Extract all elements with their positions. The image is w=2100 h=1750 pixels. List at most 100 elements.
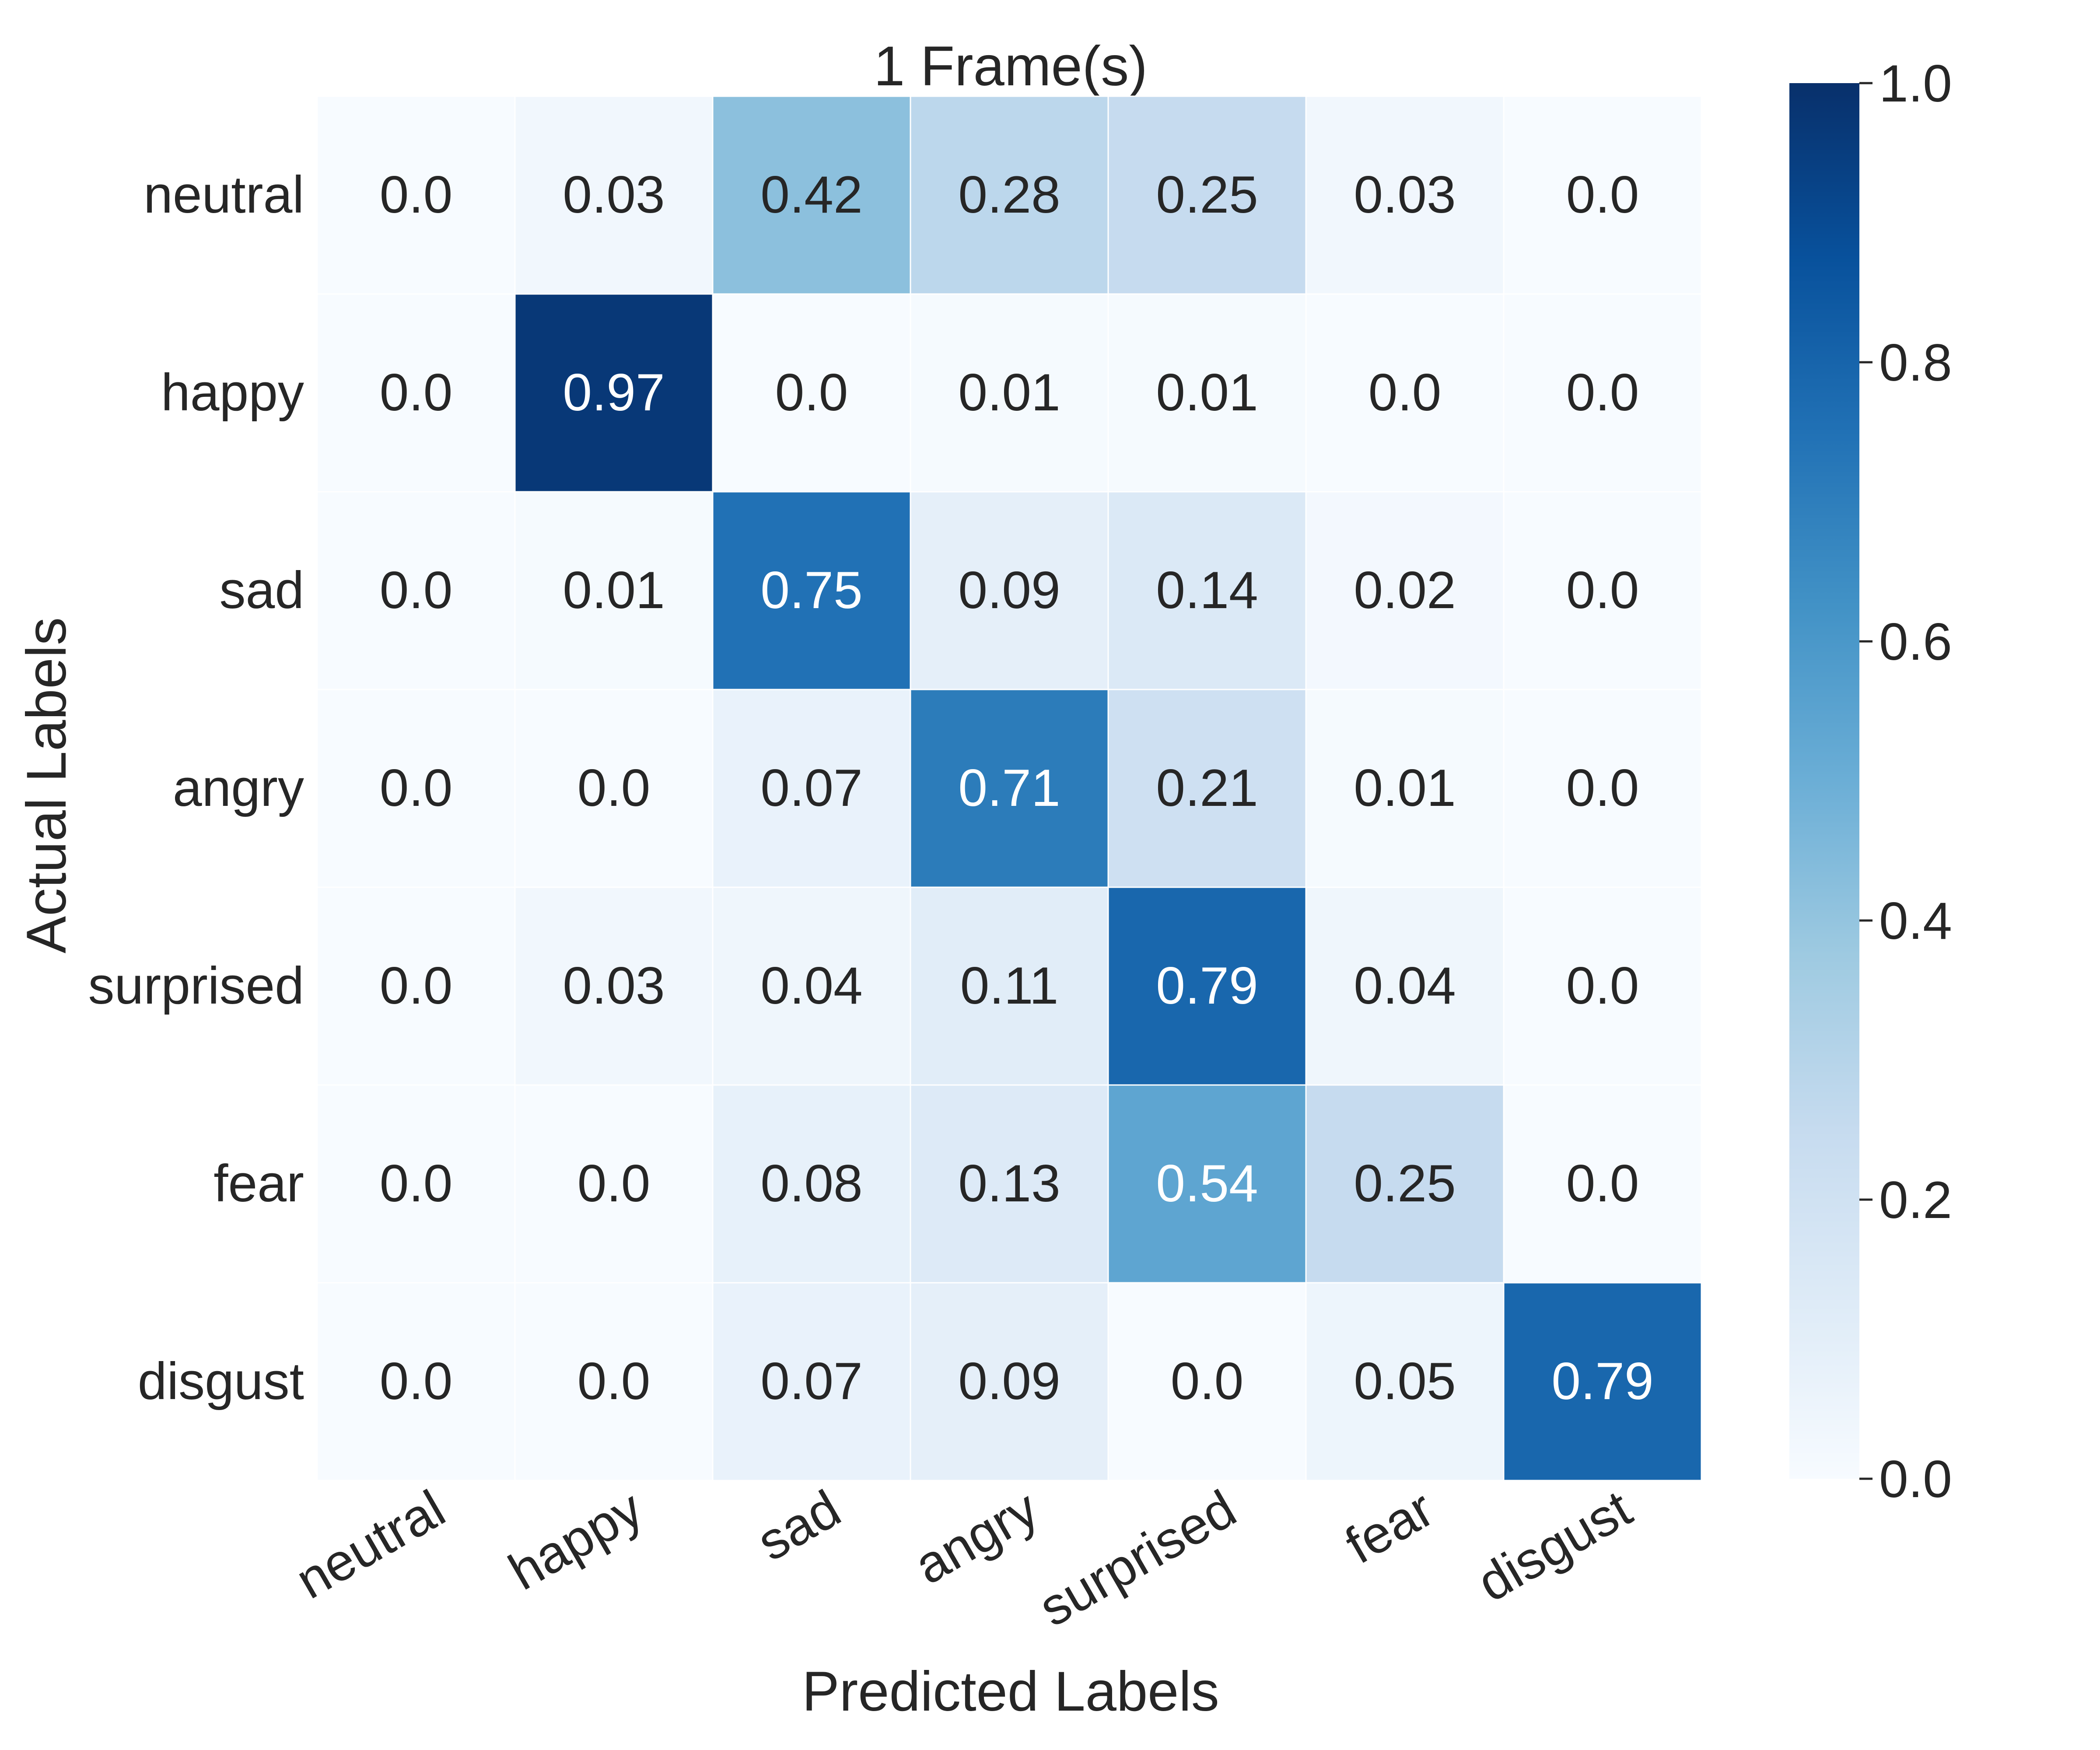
x-tick-label-surprised: surprised: [1029, 1479, 1246, 1638]
heatmap-cell-disgust-angry: [910, 1282, 1109, 1481]
y-tick-label-sad: sad: [220, 561, 304, 620]
heatmap-cell-fear-angry: [910, 1084, 1109, 1284]
heatmap-cell-surprised-fear: [1305, 886, 1505, 1086]
heatmap-cell-fear-neutral: [316, 1084, 516, 1284]
heatmap-cell-surprised-sad: [712, 886, 911, 1086]
cell-value-label: 0.01: [958, 363, 1060, 422]
colorbar-tick-label: 0.2: [1879, 1171, 1952, 1229]
cell-value-label: 0.0: [380, 165, 453, 224]
colorbar-tick-label: 1.0: [1879, 54, 1952, 113]
heatmap-cell-sad-neutral: [316, 491, 516, 690]
y-tick-label-angry: angry: [173, 759, 304, 817]
heatmap-cell-angry-fear: [1305, 689, 1505, 888]
heatmap-cell-happy-sad: [712, 293, 911, 493]
heatmap-cell-angry-happy: [514, 689, 714, 888]
cell-value-label: 0.71: [958, 759, 1060, 817]
heatmap-cell-sad-fear: [1305, 491, 1505, 690]
colorbar: [1789, 83, 1859, 1479]
x-tick-label-angry: angry: [905, 1479, 1048, 1595]
cell-value-label: 0.02: [1354, 561, 1456, 620]
cell-value-label: 0.0: [775, 363, 848, 422]
heatmap-cell-disgust-neutral: [316, 1282, 516, 1481]
cell-value-label: 0.0: [380, 561, 453, 620]
heatmap-cell-disgust-happy: [514, 1282, 714, 1481]
x-tick-label-sad: sad: [747, 1479, 850, 1572]
y-tick-label-surprised: surprised: [88, 956, 304, 1015]
cell-value-label: 0.07: [760, 1352, 863, 1410]
cell-value-label: 0.04: [760, 956, 863, 1015]
heatmap-cell-sad-surprised: [1107, 491, 1307, 690]
cell-value-label: 0.04: [1354, 956, 1456, 1015]
cell-value-label: 0.0: [380, 759, 453, 817]
chart-title: 1 Frame(s): [874, 35, 1148, 98]
cell-value-label: 0.01: [1354, 759, 1456, 817]
cell-value-label: 0.0: [380, 1352, 453, 1410]
cell-value-label: 0.0: [380, 363, 453, 422]
cell-value-label: 0.03: [563, 956, 665, 1015]
cell-value-label: 0.42: [760, 165, 863, 224]
cell-value-label: 0.13: [958, 1154, 1060, 1213]
cell-value-label: 0.54: [1156, 1154, 1258, 1213]
cell-value-label: 0.79: [1156, 956, 1258, 1015]
cell-value-label: 0.25: [1156, 165, 1258, 224]
cell-value-label: 0.0: [1566, 956, 1639, 1015]
cell-value-label: 0.01: [1156, 363, 1258, 422]
cell-value-label: 0.0: [1171, 1352, 1244, 1410]
heatmap-cell-happy-fear: [1305, 293, 1505, 493]
heatmap-cell-sad-sad: [712, 491, 911, 690]
cell-value-label: 0.0: [380, 956, 453, 1015]
heatmap-cell-fear-happy: [514, 1084, 714, 1284]
colorbar-ticks: 0.0 0.2 0.4 0.6 0.8 1.0: [1859, 54, 1952, 1508]
x-tick-label-happy: happy: [499, 1479, 652, 1601]
cell-value-label: 0.75: [760, 561, 863, 620]
heatmap-cell-fear-disgust: [1503, 1084, 1702, 1284]
cell-value-label: 0.09: [958, 561, 1060, 620]
y-tick-label-fear: fear: [214, 1154, 304, 1213]
cell-value-label: 0.25: [1354, 1154, 1456, 1213]
x-tick-label-fear: fear: [1336, 1479, 1443, 1575]
cell-value-label: 0.03: [1354, 165, 1456, 224]
colorbar-tick-label: 0.4: [1879, 892, 1952, 950]
cell-value-label: 0.0: [1368, 363, 1442, 422]
cell-value-label: 0.0: [380, 1154, 453, 1213]
cell-value-label: 0.11: [960, 956, 1059, 1015]
cell-value-label: 0.0: [578, 759, 651, 817]
x-axis-label: Predicted Labels: [802, 1660, 1219, 1723]
heatmap-cells: [316, 95, 1702, 1481]
colorbar-tick-label: 0.8: [1879, 333, 1952, 392]
y-tick-label-neutral: neutral: [144, 165, 304, 224]
cell-value-label: 0.07: [760, 759, 863, 817]
heatmap-cell-neutral-surprised: [1107, 95, 1307, 295]
heatmap-cell-surprised-neutral: [316, 886, 516, 1086]
heatmap-cell-happy-neutral: [316, 293, 516, 493]
cell-value-label: 0.09: [958, 1352, 1060, 1410]
heatmap-cell-angry-neutral: [316, 689, 516, 888]
heatmap-cell-fear-sad: [712, 1084, 911, 1284]
heatmap-cell-happy-surprised: [1107, 293, 1307, 493]
heatmap-cell-angry-angry: [910, 689, 1109, 888]
heatmap-cell-neutral-disgust: [1503, 95, 1702, 295]
heatmap-cell-happy-disgust: [1503, 293, 1702, 493]
cell-value-label: 0.05: [1354, 1352, 1456, 1410]
heatmap-cell-sad-happy: [514, 491, 714, 690]
colorbar-tick-label: 0.6: [1879, 612, 1952, 671]
cell-value-label: 0.0: [1566, 363, 1639, 422]
cell-value-label: 0.28: [958, 165, 1060, 224]
y-tick-label-disgust: disgust: [138, 1352, 304, 1410]
cell-value-label: 0.0: [1566, 1154, 1639, 1213]
cell-value-label: 0.0: [578, 1154, 651, 1213]
cell-value-label: 0.03: [563, 165, 665, 224]
heatmap-cell-sad-disgust: [1503, 491, 1702, 690]
y-axis-tick-labels: neutral happy sad angry surprised fear disgust: [88, 165, 304, 1410]
x-tick-label-disgust: disgust: [1468, 1479, 1641, 1613]
heatmap-cell-neutral-sad: [712, 95, 911, 295]
cell-value-label: 0.97: [563, 363, 665, 422]
heatmap-cell-fear-surprised: [1107, 1084, 1307, 1284]
colorbar-tick-label: 0.0: [1879, 1450, 1952, 1508]
heatmap-cell-disgust-disgust: [1503, 1282, 1702, 1481]
heatmap-cell-disgust-sad: [712, 1282, 911, 1481]
cell-value-label: 0.21: [1156, 759, 1258, 817]
heatmap-cell-sad-angry: [910, 491, 1109, 690]
